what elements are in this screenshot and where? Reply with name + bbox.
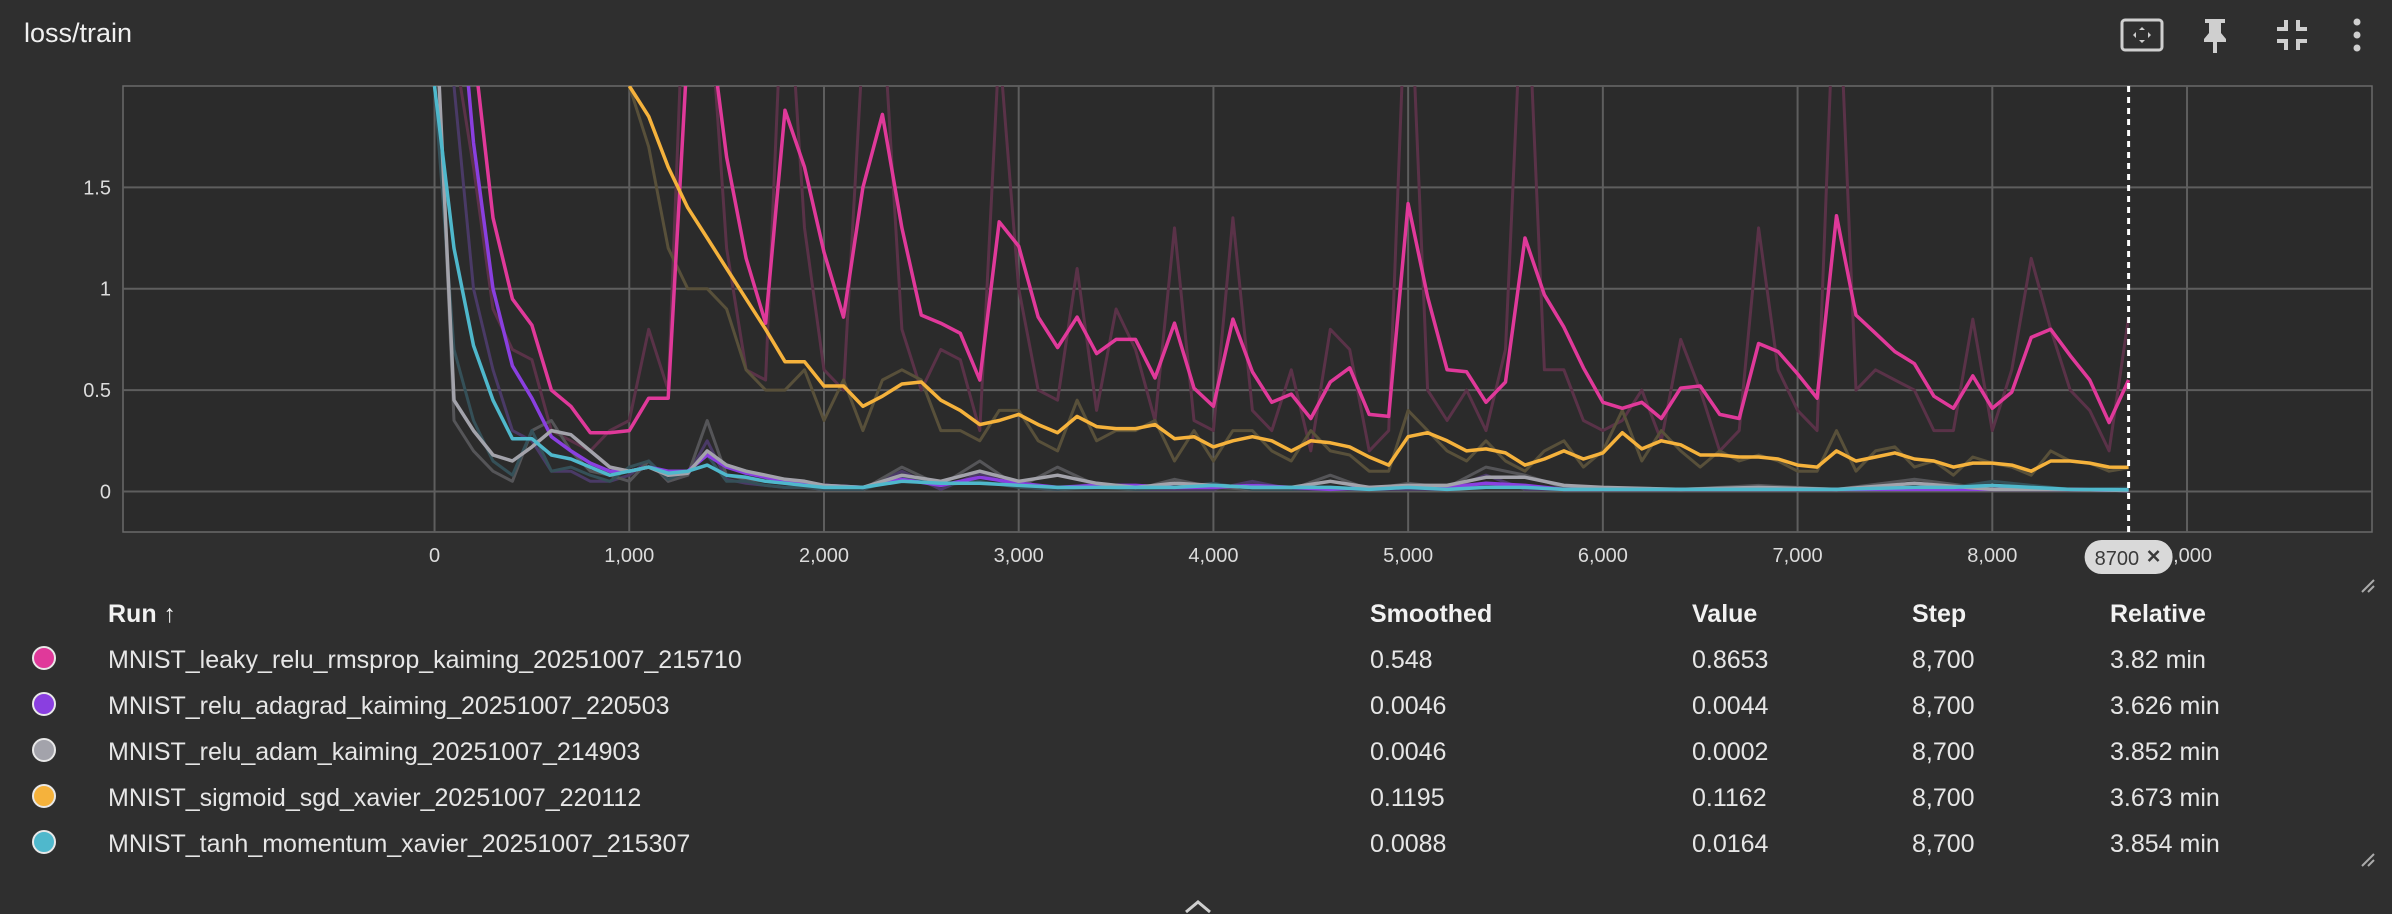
run-name: MNIST_tanh_momentum_xavier_20251007_2153… [108,830,691,858]
smoothed-series-line [627,86,2129,473]
step-value: 8,700 [1912,738,1975,766]
smoothed-value: 0.548 [1370,646,1433,674]
step-cursor-label: 8700 [2095,548,2140,570]
raw-value: 0.0044 [1692,692,1769,720]
relative-time: 3.82 min [2110,646,2206,674]
raw-series-line [458,86,2131,453]
step-value: 8,700 [1912,784,1975,812]
smoothed-value: 0.0046 [1370,738,1447,766]
run-name: MNIST_relu_adagrad_kaiming_20251007_2205… [108,692,670,720]
step-value: 8,700 [1912,646,1975,674]
raw-value: 0.1162 [1692,784,1767,812]
run-color-swatch[interactable] [32,646,56,670]
y-tick-label: 0.5 [83,380,111,402]
x-tick-label: 6,000 [1578,545,1628,567]
run-name: MNIST_leaky_relu_rmsprop_kaiming_2025100… [108,646,742,674]
x-tick-label: 0 [429,545,440,567]
legend-row[interactable]: MNIST_leaky_relu_rmsprop_kaiming_2025100… [0,636,2392,682]
smoothed-series-line [437,86,2129,493]
pin-button[interactable] [2190,10,2240,60]
x-tick-label: 1,000 [604,545,654,567]
close-icon [2147,550,2160,562]
legend-row[interactable]: MNIST_sigmoid_sgd_xavier_20251007_220112… [0,774,2392,820]
smoothed-series-line [476,86,2131,435]
relative-time: 3.852 min [2110,738,2220,766]
pin-icon [2204,19,2226,53]
smoothed-value: 0.0046 [1370,692,1447,720]
fit-domain-button[interactable] [2117,10,2167,60]
collapse-icon [2277,20,2307,50]
run-color-swatch[interactable] [32,784,56,808]
chart-resize-handle-icon[interactable] [2360,578,2376,594]
legend-row[interactable]: MNIST_relu_adam_kaiming_20251007_214903 … [0,728,2392,774]
x-tick-label: 8,000 [1967,545,2017,567]
header-value[interactable]: Value [1692,600,1758,628]
line-chart[interactable]: 0 1,000 2,000 3,000 4,000 5,000 6,000 7,000 8,00… [0,70,2392,590]
raw-value: 0.0164 [1692,830,1769,858]
raw-series-line [627,86,2129,477]
legend-row[interactable]: MNIST_relu_adagrad_kaiming_20251007_2205… [0,682,2392,728]
step-value: 8,700 [1912,692,1975,720]
header-smoothed[interactable]: Smoothed [1370,600,1493,628]
smoothed-value: 0.0088 [1370,830,1447,858]
collapse-button[interactable] [2267,10,2317,60]
y-tick-label: 1 [100,279,111,301]
x-tick-label: 3,000 [994,545,1044,567]
raw-value: 0.8653 [1692,646,1769,674]
x-tick-label: 7,000 [1773,545,1823,567]
run-color-swatch[interactable] [32,738,56,762]
run-color-swatch[interactable] [32,692,56,716]
x-tick-label: 4,000 [1188,545,1238,567]
more-options-button[interactable] [2332,10,2382,60]
relative-time: 3.626 min [2110,692,2220,720]
smoothed-value: 0.1195 [1370,784,1445,812]
legend-row[interactable]: MNIST_tanh_momentum_xavier_20251007_2153… [0,820,2392,866]
table-resize-handle-icon[interactable] [2360,852,2376,868]
x-tick-label: 2,000 [799,545,849,567]
y-tick-label: 0 [100,481,111,503]
header-run[interactable]: Run ↑ [108,600,177,628]
expand-chevron-icon[interactable] [1180,898,1216,914]
step-value: 8,700 [1912,830,1975,858]
y-tick-label: 1.5 [83,177,111,199]
header-relative[interactable]: Relative [2110,600,2206,628]
fit-screen-icon [2120,18,2164,52]
run-name: MNIST_sigmoid_sgd_xavier_20251007_220112 [108,784,642,812]
x-tick-label: 5,000 [1383,545,1433,567]
run-name: MNIST_relu_adam_kaiming_20251007_214903 [108,738,641,766]
series-group [432,86,2131,493]
header-step[interactable]: Step [1912,600,1967,628]
card-title: loss/train [24,18,133,48]
step-cursor-chip[interactable]: 8700 [2084,540,2173,574]
more-vert-icon [2353,18,2361,52]
x-tick-label: 9,000 [2162,545,2212,567]
step-cursor-chip-bg [2084,540,2173,574]
relative-time: 3.854 min [2110,830,2220,858]
run-color-swatch[interactable] [32,830,56,854]
relative-time: 3.673 min [2110,784,2220,812]
legend-header: Run ↑ Smoothed Value Step Relative [0,590,2392,636]
raw-value: 0.0002 [1692,738,1769,766]
smoothed-series-line [432,86,2129,492]
